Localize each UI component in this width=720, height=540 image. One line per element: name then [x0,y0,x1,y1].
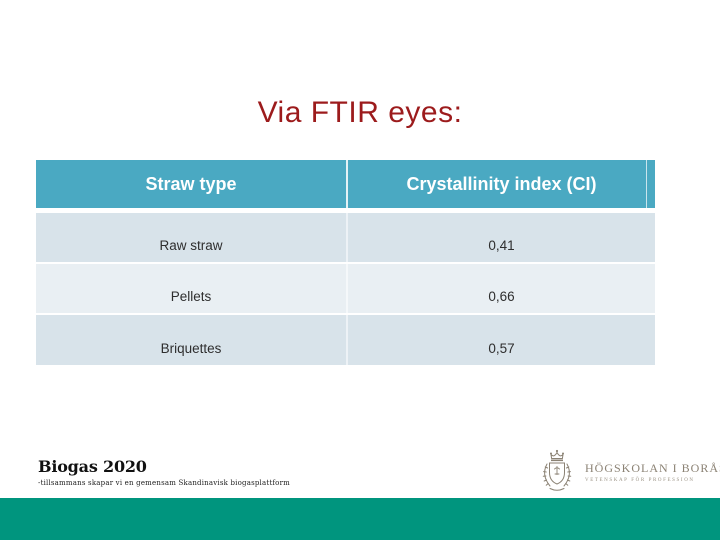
crystallinity-table: Straw type Crystallinity index (CI) Raw … [36,160,655,365]
table-row: Raw straw 0,41 [36,213,655,262]
cell-crystallinity-index: 0,57 [488,341,515,356]
program-branding: Biogas 2020 -tillsammans skapar vi en ge… [38,457,290,487]
university-logo: HÖGSKOLAN I BORÅS VETENSKAP FÖR PROFESSI… [535,448,720,496]
table-row: Briquettes 0,57 [36,315,655,365]
university-tagline: VETENSKAP FÖR PROFESSION [585,478,695,483]
footer-accent-bar [0,498,720,540]
table-header-row: Straw type Crystallinity index (CI) [36,160,655,208]
cell-crystallinity-index: 0,41 [488,238,515,253]
university-name: HÖGSKOLAN I BORÅS [585,461,720,475]
header-inset-divider [646,160,647,208]
table-row: Pellets 0,66 [36,264,655,313]
cell-straw-type: Raw straw [36,213,348,262]
program-tagline: -tillsammans skapar vi en gemensam Skand… [38,479,290,487]
cell-crystallinity-index: 0,66 [488,289,515,304]
cell-straw-type: Briquettes [36,315,348,365]
university-logo-text: HÖGSKOLAN I BORÅS VETENSKAP FÖR PROFESSI… [585,461,720,483]
slide-title: Via FTIR eyes: [257,96,463,129]
program-name: Biogas 2020 [38,457,147,476]
university-crest-icon [535,448,579,496]
cell-straw-type: Pellets [36,264,348,313]
column-header-crystallinity-index: Crystallinity index (CI) [406,173,597,194]
column-header-straw-type: Straw type [36,160,348,208]
